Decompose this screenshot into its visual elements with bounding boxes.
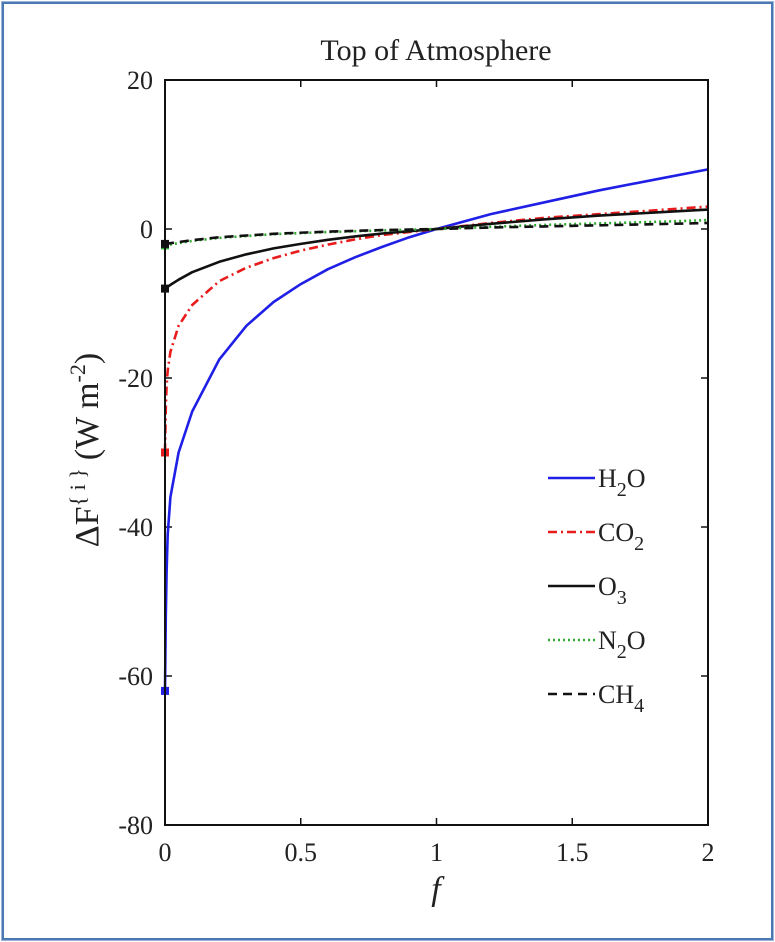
plot-area <box>164 79 709 826</box>
legend-label-h2o: H2O <box>598 464 646 501</box>
y-tick-label: -60 <box>118 662 153 691</box>
chart-title: Top of Atmosphere <box>320 34 551 67</box>
y-tick-label: 0 <box>140 215 153 244</box>
series-line-o3 <box>164 208 709 290</box>
series-line-n2o <box>164 218 709 247</box>
y-tick-labels: 20 0 -20 -40 -60 -80 <box>118 66 153 840</box>
series-line-h2o <box>163 168 709 691</box>
axis-ticks <box>164 79 709 826</box>
y-axis-label-units-exponent: -2 <box>65 364 90 382</box>
y-axis-label-superscript: { i } <box>65 468 90 506</box>
series-line-co2 <box>163 205 709 453</box>
y-axis-label: ΔF{ i } (W m-2) <box>65 353 106 547</box>
legend: H2O CO2 O3 N2O CH4 <box>548 464 646 717</box>
x-tick-label: 2 <box>702 838 715 867</box>
y-tick-label: -40 <box>118 513 153 542</box>
legend-label-co2: CO2 <box>598 518 644 555</box>
x-axis-label: f <box>431 871 445 908</box>
x-tick-labels: 0 0.5 1 1.5 2 <box>159 838 715 867</box>
y-axis-label-delta: Δ <box>69 525 106 547</box>
x-tick-label: 1 <box>430 838 443 867</box>
x-tick-label: 0 <box>159 838 172 867</box>
legend-label-o3: O3 <box>598 572 627 609</box>
y-tick-label: 20 <box>127 66 153 95</box>
y-tick-label: -20 <box>118 364 153 393</box>
legend-label-ch4: CH4 <box>598 680 644 717</box>
x-tick-label: 0.5 <box>285 838 318 867</box>
y-axis-label-units-close: ) <box>69 353 106 364</box>
series-line-ch4 <box>164 221 709 246</box>
x-tick-label: 1.5 <box>556 838 589 867</box>
series-group <box>163 168 709 691</box>
y-axis-label-units: (W m <box>69 382 106 460</box>
legend-label-n2o: N2O <box>598 626 646 663</box>
y-tick-label: -80 <box>118 811 153 840</box>
y-axis-label-f: F <box>69 506 106 525</box>
